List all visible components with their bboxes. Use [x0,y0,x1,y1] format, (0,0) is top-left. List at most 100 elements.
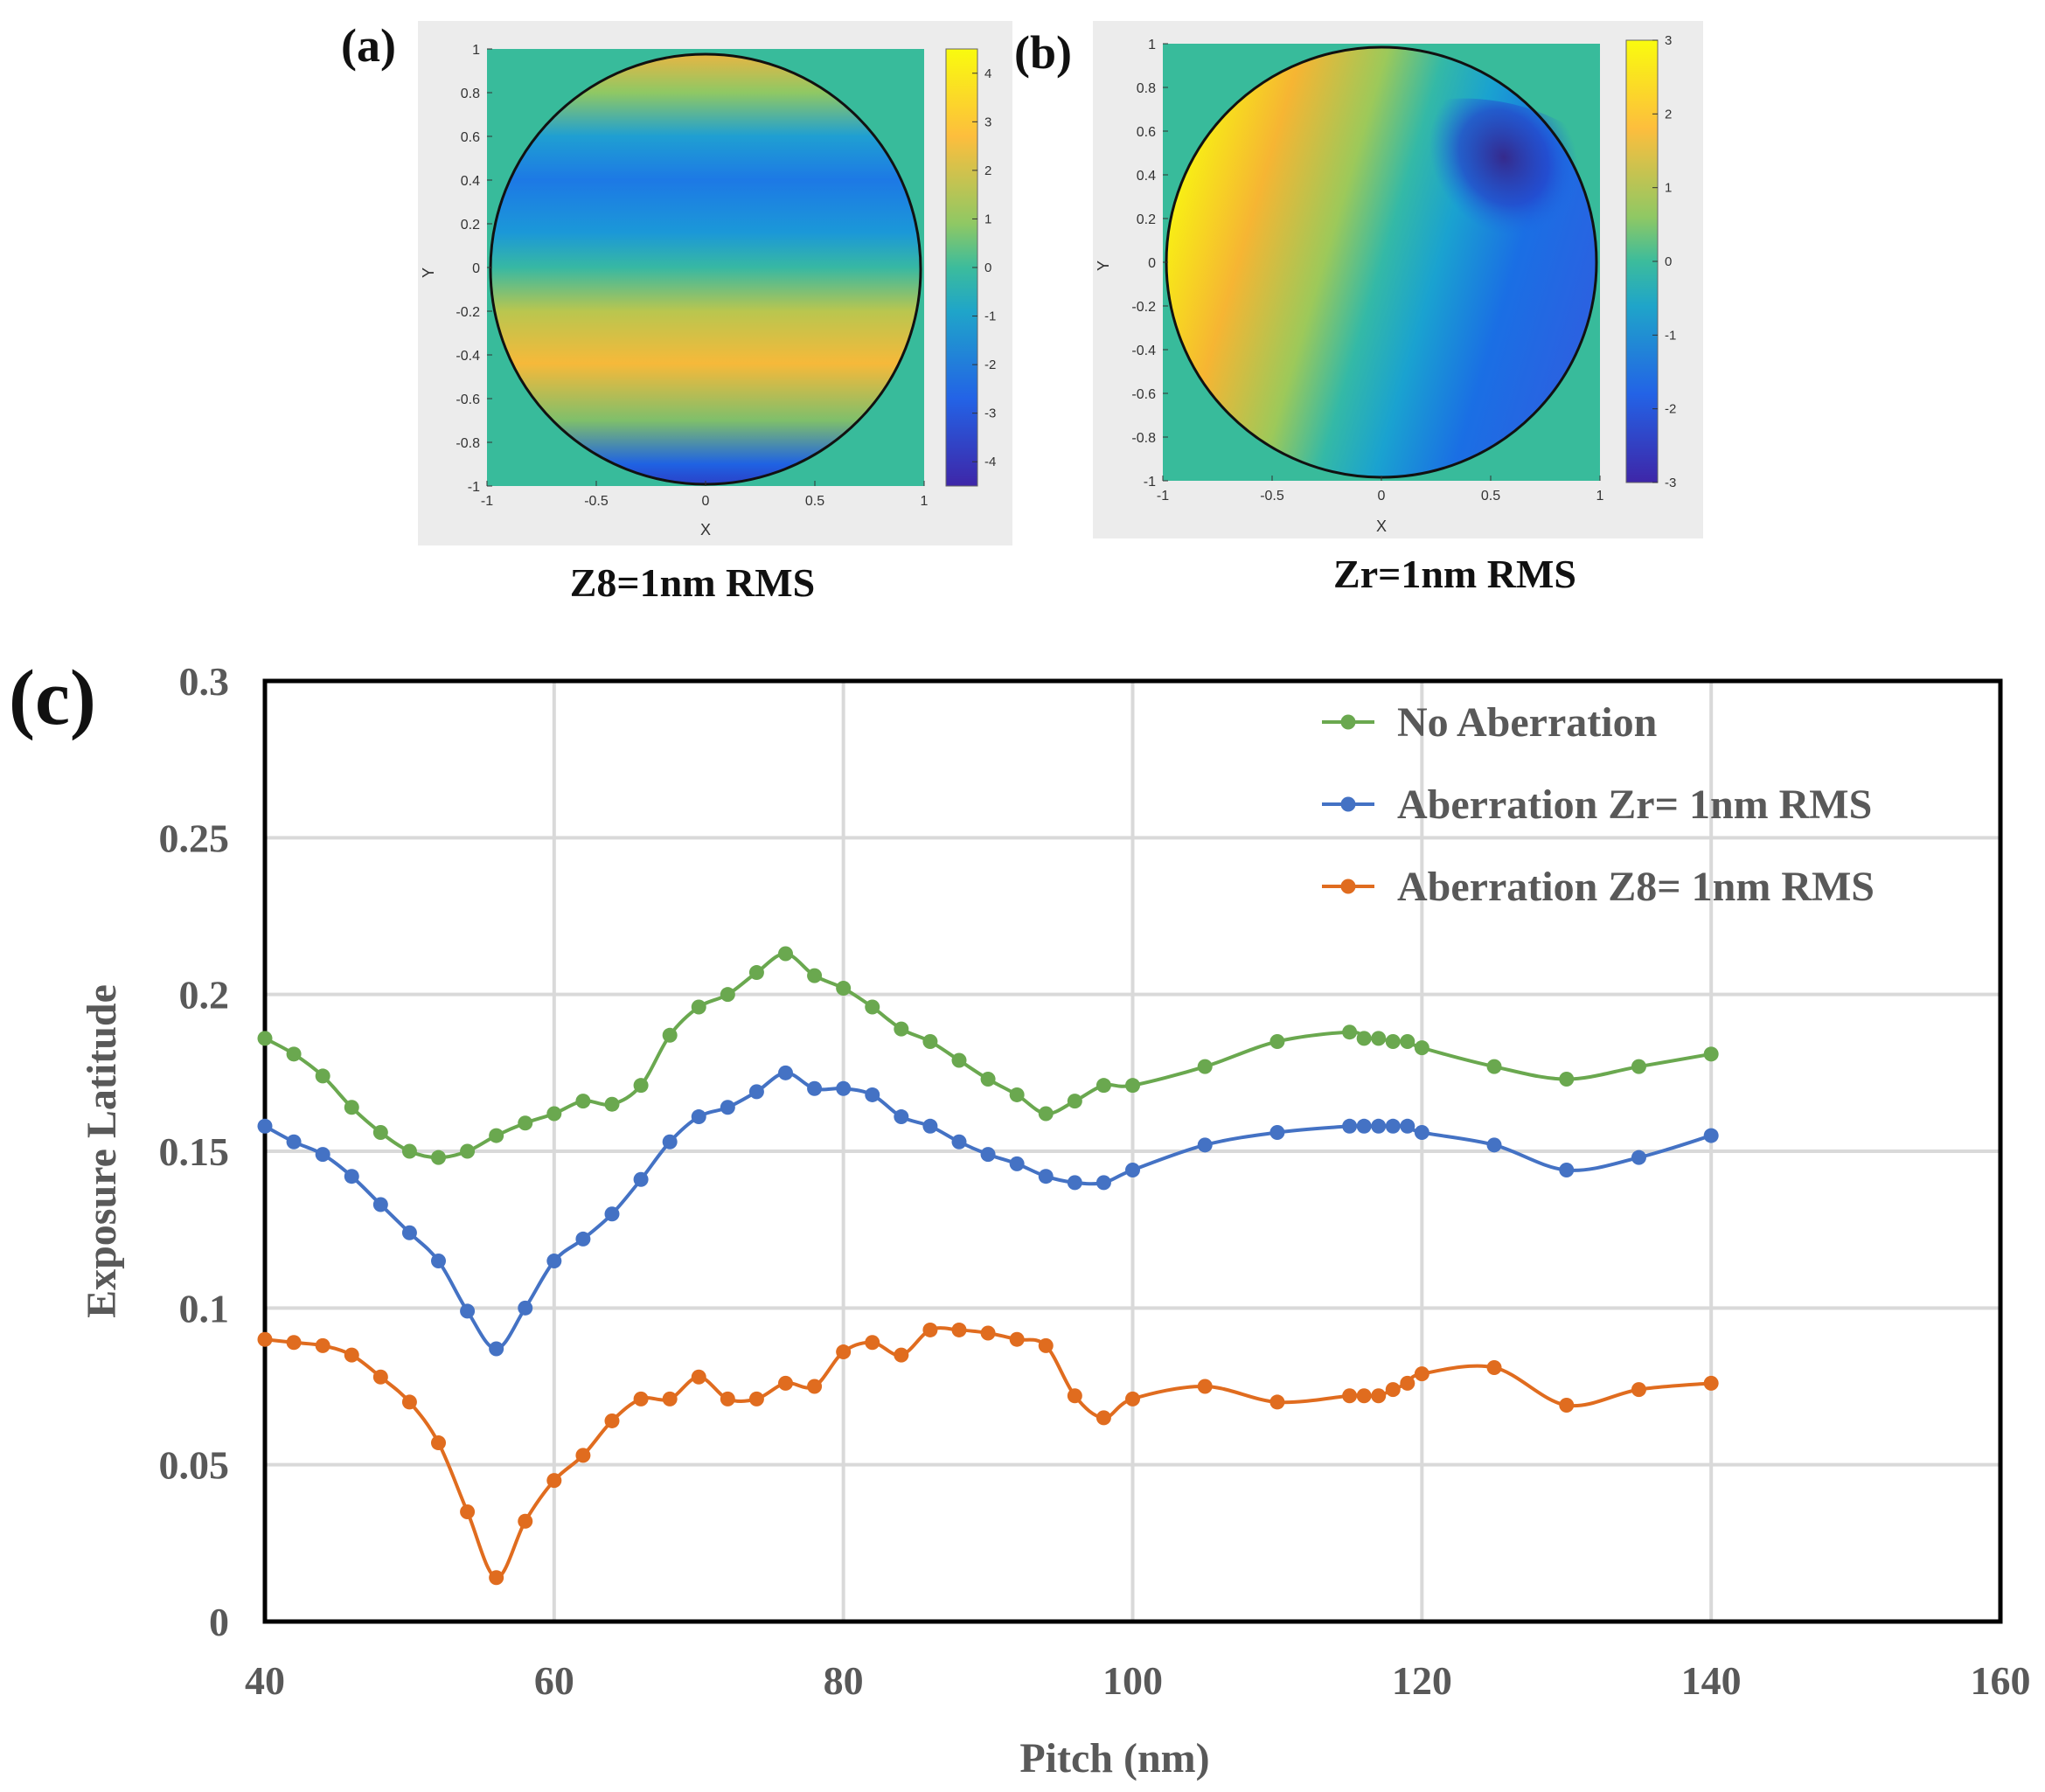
data-point [1356,1388,1372,1404]
legend-label: Aberration Z8= 1nm RMS [1397,864,1875,910]
b-y-tick-label: 0.6 [1137,125,1156,140]
data-point [1371,1118,1387,1134]
y-axis-title: Exposure Latitude [79,984,125,1318]
data-point [633,1078,649,1094]
data-point [778,1375,793,1391]
data-point [951,1052,967,1068]
legend-swatch-marker [1340,879,1356,894]
panel-b-caption: Zr=1nm RMS [1333,552,1576,596]
a-x-tick-label: 0.5 [805,494,824,509]
data-point [460,1143,476,1159]
data-point [1342,1024,1358,1040]
y-tick-label: 0.3 [179,659,230,704]
data-point [257,1031,273,1046]
a-colorbar-tick-label: 1 [984,212,991,226]
data-point [1125,1078,1140,1094]
data-point [431,1254,446,1269]
data-point [720,987,735,1003]
b-colorbar-tick-label: -2 [1665,402,1676,417]
a-y-tick-label: 0.4 [461,174,480,189]
data-point [865,1087,880,1102]
data-point [1486,1137,1502,1153]
data-point [1385,1118,1401,1134]
data-point [1559,1163,1575,1178]
b-y-tick-label: -0.4 [1131,344,1156,358]
legend-swatch-marker [1340,714,1356,730]
b-y-tick-label: 1 [1148,38,1156,52]
data-point [546,1106,562,1122]
data-point [1400,1375,1416,1391]
data-point [1356,1031,1372,1046]
data-point [720,1391,735,1407]
data-point [1371,1388,1387,1404]
b-x-tick-label: -0.5 [1260,489,1284,504]
b-y-tick-label: -0.8 [1131,431,1156,446]
panel-c-label: (c) [9,655,96,741]
data-point [1356,1118,1372,1134]
data-point [1631,1382,1646,1398]
data-point [1703,1046,1719,1062]
data-point [344,1169,359,1184]
b-colorbar-tick-label: 0 [1665,254,1672,269]
data-point [807,1379,823,1394]
series-1 [257,1065,1719,1357]
data-point [1414,1040,1429,1056]
data-point [836,980,852,996]
x-tick-label: 40 [245,1658,285,1703]
line-chart-panel-c: 40 60 80 100 120 140 160 0 0.05 0.1 0.15 0.2 0.25 0.… [79,659,2031,1782]
data-point [315,1068,330,1084]
data-point [460,1504,476,1519]
a-x-tick-label: -1 [481,494,493,509]
data-point [401,1143,417,1159]
data-point [778,1065,793,1080]
data-point [604,1413,620,1428]
data-point [980,1325,996,1341]
data-point [1197,1379,1213,1394]
a-y-tick-label: 0 [472,261,480,276]
data-point [518,1513,533,1529]
data-point [1631,1059,1646,1074]
a-colorbar-tick-label: 4 [984,66,991,81]
data-point [1414,1124,1429,1140]
data-point [691,999,706,1015]
y-tick-label: 0 [209,1600,229,1644]
data-point [1125,1391,1140,1407]
y-tick-label: 0.05 [159,1443,230,1488]
data-point [1038,1169,1054,1184]
data-point [431,1435,446,1451]
b-y-tick-label: 0.4 [1137,169,1156,184]
data-point [604,1206,620,1222]
a-colorbar-tick-label: 2 [984,163,991,178]
data-point [1269,1124,1285,1140]
data-point [865,999,880,1015]
b-y-tick-label: -1 [1144,475,1156,490]
data-point [1371,1031,1387,1046]
data-point [1703,1128,1719,1143]
data-point [1038,1106,1054,1122]
a-y-tick-label: -0.4 [456,349,480,364]
data-point [489,1570,504,1586]
b-colorbar-tick-label: 1 [1665,181,1672,196]
data-point [257,1331,273,1347]
data-point [1486,1359,1502,1375]
data-point [315,1337,330,1353]
data-point [575,1231,591,1247]
data-point [518,1300,533,1316]
data-point [922,1118,938,1134]
data-point [1342,1118,1358,1134]
x-tick-label: 160 [1971,1658,2031,1703]
a-y-tick-label: -0.8 [456,436,480,451]
a-y-tick-label: -0.6 [456,392,480,407]
series-2 [257,1322,1719,1586]
data-point [518,1115,533,1131]
data-point [575,1448,591,1463]
data-point [633,1391,649,1407]
data-point [431,1150,446,1165]
data-point [401,1394,417,1410]
data-point [1414,1366,1429,1382]
x-axis-title: Pitch (nm) [1019,1735,1209,1782]
panel-a-label: (a) [341,19,396,72]
heatmap-a-field [490,54,921,484]
data-point [807,968,823,983]
